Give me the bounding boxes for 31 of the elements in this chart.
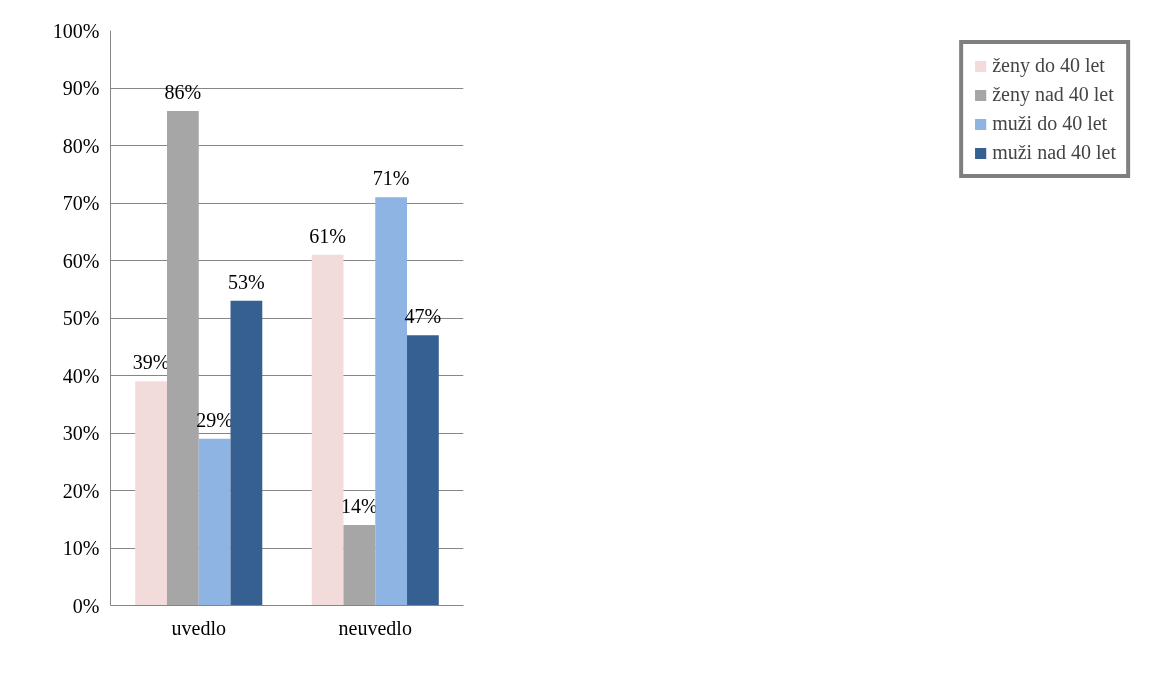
legend-label: ženy do 40 let [992,54,1105,77]
y-tick-label: 70% [62,192,100,214]
legend-label: muži nad 40 let [992,141,1116,164]
bar [230,300,263,606]
y-tick-label: 20% [62,479,100,502]
x-tick-label: neuvedlo [338,616,412,639]
text: 86% [164,81,202,103]
text: 71% [372,167,410,190]
y-tick-label: 90% [62,77,100,99]
y-tick-label: 60% [62,249,100,272]
y-tick-label: 30% [62,422,100,444]
text: 53% [228,270,265,293]
bar [198,438,231,606]
y-tick-label: 100% [52,19,100,42]
text: 47% [404,305,442,328]
text: 61% [309,224,346,247]
legend-label: muži do 40 let [992,112,1108,135]
x-tick-label: uvedlo [171,616,226,639]
bar [135,381,167,606]
bar [166,111,199,606]
legend-label: ženy nad 40 let [992,83,1114,106]
bar [311,254,344,606]
bar [343,525,376,606]
y-tick-label: 40% [62,364,100,387]
y-tick-label: 0% [72,594,100,617]
y-tick-label: 50% [62,307,100,329]
text: 29% [196,408,233,431]
text: 14% [341,495,378,517]
bar [407,335,439,606]
y-tick-label: 80% [62,134,100,157]
y-tick-label: 10% [62,537,100,559]
